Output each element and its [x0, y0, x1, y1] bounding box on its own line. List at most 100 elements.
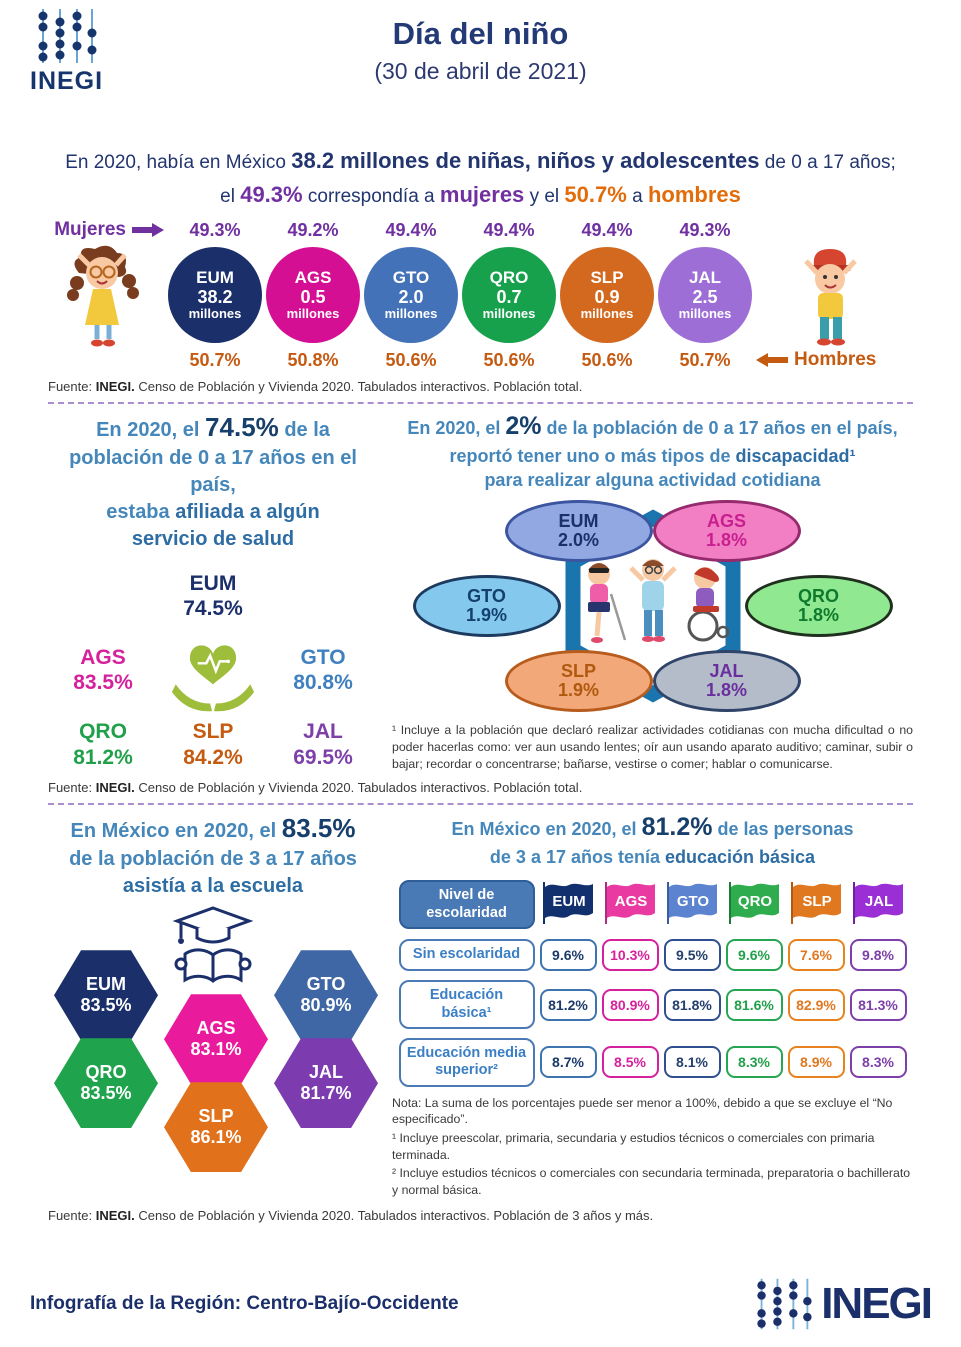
stat-ags: AGS 83.5%: [48, 645, 158, 695]
state-amount: 38.2: [197, 287, 233, 308]
flag-slp: SLP: [788, 879, 845, 930]
population-heading: En 2020, había en México 38.2 millones d…: [48, 144, 913, 211]
hombres-value: 50.7%: [679, 349, 731, 370]
fuente-bold: INEGI.: [95, 379, 135, 394]
state-code: SLP: [198, 1105, 234, 1126]
cell-value: 7.6%: [787, 939, 845, 972]
salud-section: En 2020, el 74.5% de la población de 0 a…: [48, 410, 378, 772]
hombres-label-text: Hombres: [794, 349, 877, 370]
fuente-population: Fuente: INEGI. Censo de Población y Vivi…: [48, 379, 913, 394]
svg-text:GTO: GTO: [677, 893, 710, 910]
state-code: QRO: [797, 585, 839, 606]
state-unit: millones: [384, 306, 438, 322]
fuente-text: Fuente:: [48, 379, 96, 394]
state-code: EUM: [86, 973, 126, 994]
heading-text: En 2020, había en México: [65, 152, 292, 173]
heading-text: de la población de 3 a 17 años: [69, 848, 357, 871]
state-code: QRO: [489, 268, 529, 288]
heading-text: el: [220, 185, 241, 207]
state-amount: 2.5: [692, 287, 718, 308]
state-code: AGS: [706, 510, 746, 531]
bubble-gto: GTO 1.9%: [412, 575, 561, 638]
mujeres-percent: 49.3%: [240, 181, 303, 207]
hombres-value: 50.8%: [287, 349, 339, 370]
heading-text: población de 0 a 17 años en el país,: [69, 447, 357, 497]
educacion-percent: 81.2%: [641, 813, 713, 842]
graduation-book-icon: [172, 906, 254, 984]
state-unit: millones: [482, 306, 536, 322]
salud-heading: En 2020, el 74.5% de la población de 0 a…: [48, 410, 378, 553]
population-grid: Mujeres 49.3% 49.2% 49.4% 49.4% 49.4% 49…: [48, 219, 913, 371]
state-code: GTO: [306, 973, 346, 994]
educacion-heading: En México en 2020, el 81.2% de las perso…: [392, 811, 913, 869]
arrow-left-icon: [756, 353, 788, 367]
hombres-value: 50.6%: [581, 349, 633, 370]
cell-value: 82.9%: [787, 988, 845, 1021]
flag-qro: QRO: [726, 879, 783, 930]
mujeres-value: 49.4%: [581, 219, 633, 240]
state-value: 83.5%: [80, 1083, 132, 1104]
row-label-sin-escolaridad: Sin escolaridad: [398, 939, 535, 971]
cell-value: 81.6%: [725, 988, 783, 1021]
state-code: GTO: [300, 646, 346, 670]
state-unit: millones: [286, 306, 340, 322]
hex-eum: EUM 83.5%: [54, 950, 158, 1041]
cell-value: 81.2%: [539, 988, 597, 1021]
stat-slp: SLP 84.2%: [158, 719, 268, 769]
svg-text:AGS: AGS: [615, 893, 648, 910]
hombres-value: 50.7%: [189, 349, 241, 370]
svg-text:JAL: JAL: [865, 893, 893, 910]
stat-eum: EUM 74.5%: [158, 571, 268, 621]
escuela-hexagons: EUM 83.5% GTO 80.9% AGS 83.1% QRO 83.5% JAL 8…: [48, 950, 384, 1178]
state-value: 1.8%: [705, 680, 748, 701]
heading-bold: 38.2 millones de niñas, niños y adolesce…: [291, 148, 760, 173]
flag-gto: GTO: [664, 879, 721, 930]
fuente-text: Censo de Población y Vivienda 2020. Tabu…: [134, 1208, 654, 1224]
content-card: En 2020, había en México 38.2 millones d…: [26, 130, 935, 1236]
heading-text: En 2020, el: [407, 418, 506, 438]
disability-children-illustration: [587, 559, 729, 644]
state-code: GTO: [392, 268, 430, 288]
state-amount: 0.5: [300, 287, 326, 308]
escuela-percent: 83.5%: [281, 813, 356, 844]
fuente-discapacidad: Fuente: INEGI. Censo de Población y Vivi…: [48, 780, 913, 795]
mujeres-value: 49.4%: [483, 219, 535, 240]
state-code: SLP: [590, 268, 624, 288]
arrow-right-icon: [132, 223, 164, 237]
state-code: EUM: [189, 572, 237, 596]
state-value: 81.7%: [300, 1083, 352, 1104]
svg-text:QRO: QRO: [738, 893, 773, 910]
state-circle-jal: JAL 2.5 millones: [656, 245, 754, 345]
state-code: JAL: [688, 268, 722, 288]
state-code: QRO: [79, 720, 127, 744]
page-footer: Infografía de la Región: Centro-Bajío-Oc…: [0, 1261, 961, 1347]
bubble-jal: JAL 1.8%: [652, 650, 801, 713]
state-circle-slp: SLP 0.9 millones: [558, 245, 656, 345]
hombres-value: 50.6%: [385, 349, 437, 370]
heading-text: de la población de 0 a 17 años en el paí…: [541, 418, 898, 438]
fuente-educacion: Fuente: INEGI. Censo de Población y Vivi…: [48, 1208, 913, 1223]
state-value: 80.9%: [300, 995, 352, 1016]
state-value: 1.9%: [465, 605, 508, 626]
educacion-table: Nivel de escolaridad EUM AGS GTO QRO SLP…: [392, 879, 913, 1087]
flag-ags: AGS: [602, 879, 659, 930]
bubble-ags: AGS 1.8%: [652, 500, 801, 563]
health-hands-heart-icon: [158, 627, 268, 713]
educacion-notes: Nota: La suma de los porcentajes puede s…: [392, 1095, 913, 1199]
heading-text: de 0 a 17 años;: [759, 152, 896, 173]
heading-bold: servicio de salud: [131, 528, 295, 551]
state-code: SLP: [192, 720, 234, 744]
cell-value: 9.8%: [849, 939, 907, 972]
cell-value: 9.5%: [663, 939, 721, 972]
state-amount: 0.9: [594, 287, 620, 308]
heading-bold: asistía a la escuela: [122, 875, 304, 898]
region-label: Infografía de la Región: Centro-Bajío-Oc…: [30, 1293, 459, 1315]
discapacidad-percent: 2%: [505, 412, 542, 440]
cell-value: 8.9%: [787, 1046, 845, 1079]
cell-value: 10.3%: [601, 939, 659, 972]
boy-illustration: [754, 243, 913, 347]
heading-text: y el: [524, 185, 565, 207]
state-value: 1.9%: [557, 680, 600, 701]
cell-value: 9.6%: [725, 939, 783, 972]
hombres-percent: 50.7%: [564, 181, 627, 207]
